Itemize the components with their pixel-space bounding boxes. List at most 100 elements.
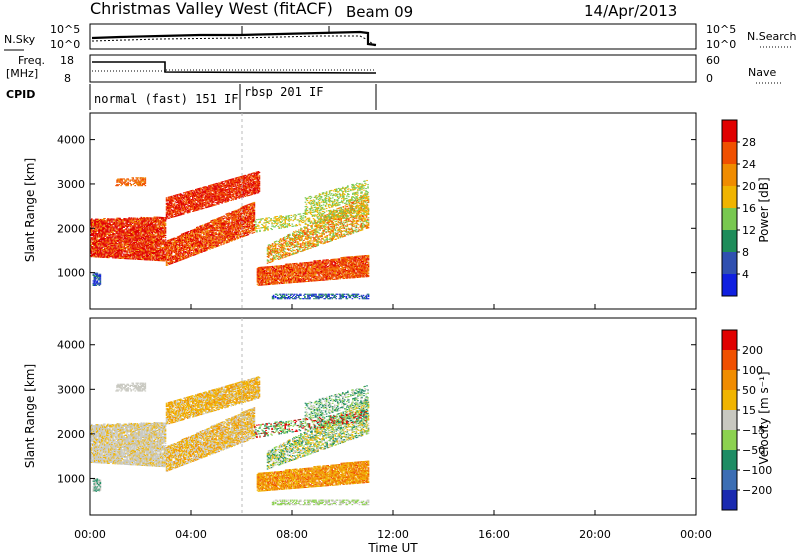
power-cell — [198, 204, 200, 206]
power-cell — [213, 183, 215, 185]
power-cell — [174, 261, 177, 263]
power-cell — [168, 251, 171, 253]
power-cell — [212, 205, 214, 207]
power-cell — [235, 220, 238, 223]
power-cell — [145, 254, 148, 256]
power-cell — [187, 194, 190, 196]
power-cell — [139, 234, 142, 236]
power-cell — [120, 240, 122, 242]
power-cell — [118, 219, 120, 222]
power-cell — [155, 255, 158, 257]
power-cell — [147, 254, 150, 257]
power-cell — [161, 248, 164, 250]
power-cell — [104, 244, 106, 246]
power-cell — [142, 238, 145, 240]
power-cell — [221, 225, 223, 227]
power-cell — [92, 247, 94, 249]
power-cell — [198, 233, 200, 235]
power-cell — [197, 253, 199, 255]
power-cell — [134, 235, 137, 237]
power-cell — [206, 224, 208, 226]
power-cell — [188, 191, 191, 193]
power-cell — [157, 240, 160, 242]
power-cell — [204, 196, 206, 198]
power-cell — [179, 200, 182, 203]
power-cell — [188, 242, 191, 244]
power-cell — [164, 254, 167, 256]
power-cell — [147, 218, 150, 220]
power-cell — [158, 234, 161, 236]
power-cell — [170, 209, 173, 211]
power-cell — [164, 222, 167, 224]
power-cell — [213, 241, 215, 243]
power-cell — [127, 254, 129, 256]
power-cell — [178, 251, 181, 253]
power-cell — [236, 211, 239, 213]
power-cell — [130, 233, 132, 236]
power-cell — [112, 229, 114, 231]
power-cell — [234, 213, 237, 215]
power-cell — [166, 212, 169, 214]
power-cell — [230, 212, 232, 214]
power-cell — [211, 186, 213, 188]
power-cell — [130, 241, 132, 243]
power-cell — [151, 247, 154, 249]
power-cell — [151, 237, 154, 239]
power-cell — [220, 227, 222, 229]
power-cell — [176, 254, 179, 256]
power-cell — [138, 251, 141, 253]
power-cell — [243, 210, 246, 212]
power-cell — [162, 248, 165, 250]
power-cell — [106, 224, 108, 226]
power-cell — [127, 253, 129, 255]
power-cell — [119, 257, 121, 259]
power-cell — [217, 242, 219, 244]
power-cell — [93, 253, 95, 256]
power-cell — [100, 255, 102, 257]
power-cell — [155, 242, 158, 244]
power-cell — [113, 227, 115, 229]
power-cell — [138, 235, 141, 237]
power-cell — [145, 224, 148, 227]
power-cell — [96, 246, 98, 248]
power-cell — [115, 244, 117, 246]
power-cell — [175, 207, 178, 209]
power-cell — [171, 203, 174, 205]
power-cell — [144, 235, 147, 238]
power-cell — [134, 238, 137, 240]
power-cell — [211, 234, 213, 236]
power-cell — [100, 249, 102, 252]
power-cell — [214, 196, 216, 198]
power-cell — [139, 252, 142, 254]
power-cell — [141, 250, 144, 252]
power-cell — [139, 251, 142, 253]
power-cell — [102, 237, 104, 239]
power-cell — [195, 228, 197, 230]
power-cell — [162, 255, 165, 257]
power-cell — [177, 260, 180, 262]
power-cell — [152, 250, 155, 252]
power-cell — [104, 221, 106, 223]
power-cell — [157, 247, 160, 249]
power-cell — [121, 251, 123, 253]
power-cell — [233, 236, 236, 238]
power-cell — [129, 219, 131, 221]
power-cell — [181, 204, 184, 206]
power-cell — [228, 235, 230, 237]
power-cell — [129, 245, 131, 247]
power-cell — [161, 226, 164, 229]
power-cell — [179, 235, 182, 237]
power-cell — [120, 226, 122, 228]
power-cell — [184, 203, 187, 206]
power-cell — [219, 220, 221, 222]
power-cell — [250, 226, 253, 228]
power-cell — [217, 217, 219, 219]
power-cell — [99, 243, 101, 245]
power-cell — [211, 196, 213, 198]
power-cell — [173, 198, 176, 200]
power-cell — [180, 214, 183, 216]
power-cell — [201, 197, 203, 199]
power-cell — [233, 238, 236, 240]
power-cell — [145, 237, 148, 239]
power-cell — [133, 233, 136, 235]
